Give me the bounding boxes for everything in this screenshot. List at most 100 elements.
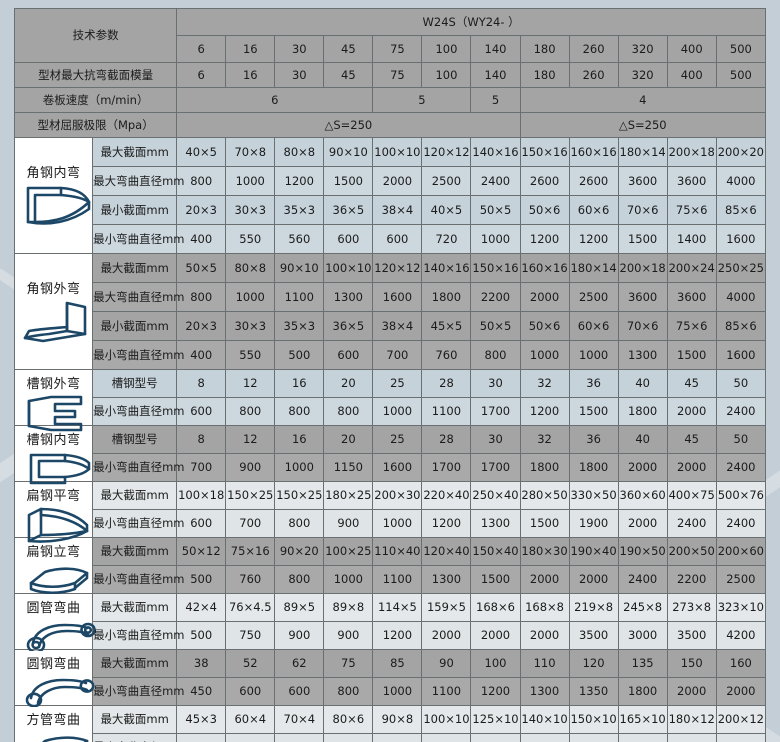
data-cell: 8 [176, 425, 227, 454]
header-param-row: 型材最大抗弯截面模量 6 16 30 45 75 100 140 180 260 320 400 500 [13, 62, 767, 88]
data-cell: 75×6 [666, 195, 717, 225]
data-cell: 38 [176, 649, 227, 678]
param-name-cell: 最大截面mm [92, 705, 178, 734]
data-cell: 2000 [372, 166, 423, 196]
data-cell: 70×4 [274, 705, 325, 734]
data-cell: 1000 [225, 282, 276, 312]
data-cell: 800 [274, 397, 325, 426]
data-cell: 38×4 [372, 195, 423, 225]
section-label-cell: 扁钢平弯 [13, 481, 94, 543]
data-cell: 1000 [519, 340, 570, 370]
section-label-cell: 槽钢外弯 [13, 369, 94, 432]
data-cell: 1000 [323, 565, 374, 594]
data-cell: 600 [176, 397, 227, 426]
table-row: 槽钢内弯 槽钢型号 8 12 16 20 25 28 30 32 36 40 45 50 [13, 425, 767, 485]
data-cell: 85 [372, 649, 423, 678]
angle-steel-inner-bend-icon [15, 182, 92, 228]
data-cell: 1500 [323, 166, 374, 196]
data-cell: 16 [274, 369, 325, 398]
data-cell: 450 [176, 677, 227, 706]
param-name-cell: 槽钢型号 [92, 425, 178, 454]
header-param-row: 型材屈服极限（Mpa） △S=250 △S=250 [13, 112, 767, 138]
data-cell: 1700 [470, 397, 521, 426]
data-cell: 1100 [421, 677, 472, 706]
data-cell: 1600 [372, 733, 423, 742]
data-cell: 550 [225, 340, 276, 370]
data-cell: 800 [176, 166, 227, 196]
data-cell: 1500 [519, 509, 570, 538]
data-cell: 25 [372, 369, 423, 398]
data-cell: 150×25 [274, 481, 325, 510]
data-cell: 75×16 [225, 537, 276, 566]
data-cell: 60×4 [225, 705, 276, 734]
data-cell: 1500 [666, 340, 717, 370]
data-cell: 245×8 [617, 593, 668, 622]
data-cell: 140×16 [470, 137, 521, 167]
section-label-cell: 扁钢立弯 [13, 537, 94, 595]
data-cell: 2600 [568, 166, 619, 196]
data-cell: 165×10 [617, 705, 668, 734]
data-cell: 45 [666, 425, 717, 454]
header-param-value: 140 [470, 62, 521, 88]
data-cell: 1000 [274, 453, 325, 482]
data-cell: 600 [323, 224, 374, 254]
data-cell: 1600 [715, 224, 767, 254]
data-cell: 200×20 [715, 137, 767, 167]
data-cell: 3600 [666, 166, 717, 196]
data-cell: 50 [715, 425, 767, 454]
param-name-cell: 最小弯曲直径mm [92, 509, 185, 538]
data-cell: 89×8 [323, 593, 374, 622]
table-row: 圆管弯曲 最大截面mm 42×4 76×4.5 89×5 89×8 114×5 159×5 16… [13, 593, 767, 652]
model-number-cell: 400 [666, 35, 717, 63]
data-cell: 2200 [666, 565, 717, 594]
param-name-cell: 最小弯曲直径mm [92, 397, 185, 426]
data-cell: 360×60 [617, 481, 668, 510]
table-row: 方管弯曲 最大截面mm 45×3 60×4 70×4 80×6 90×8 100×10 125×… [13, 705, 767, 742]
section-label-cell: 方管弯曲 [13, 705, 94, 742]
data-cell: 52 [225, 649, 276, 678]
header-param-row: 卷板速度（m/min） 6 5 5 4 [13, 87, 767, 113]
data-cell: 90 [421, 649, 472, 678]
data-cell: 273×8 [666, 593, 717, 622]
param-title-cell: 技术参数 [13, 8, 178, 63]
model-number-cell: 100 [421, 35, 472, 63]
data-cell: 2000 [519, 282, 570, 312]
data-cell: 76×4.5 [225, 593, 276, 622]
data-cell: 2400 [715, 509, 767, 538]
data-cell: 2400 [715, 397, 767, 426]
data-cell: 1200 [372, 621, 423, 650]
data-cell: 280×50 [519, 481, 570, 510]
data-cell: 200×60 [715, 537, 767, 566]
data-cell: 70×8 [225, 137, 276, 167]
data-cell: 2000 [421, 733, 472, 742]
table-row: 最小弯曲直径mm 600 800 800 800 1000 1100 1700 1200 1500… [15, 397, 767, 426]
data-cell: 16 [274, 425, 325, 454]
header-param-value: △S=250 [519, 112, 767, 138]
table-row: 最小弯曲直径mm 500 750 900 900 1200 2000 2000 2000 3500… [15, 621, 767, 650]
data-cell: 36 [568, 369, 619, 398]
flat-steel-edge-bend-icon [15, 561, 92, 595]
header-param-value: 4 [519, 87, 767, 113]
table-row: 扁钢平弯 最大截面mm 100×18 150×25 150×25 180×25 200×30… [13, 481, 767, 543]
data-cell: 1300 [421, 565, 472, 594]
data-cell: 90×10 [323, 137, 374, 167]
data-cell: 30×3 [225, 311, 276, 341]
data-cell: 1300 [323, 282, 374, 312]
section-name: 角钢外弯 [26, 281, 81, 297]
data-cell: 3600 [617, 282, 668, 312]
data-cell: 2500 [715, 565, 767, 594]
data-cell: 89×5 [274, 593, 325, 622]
table-row: 扁钢立弯 最大截面mm 50×12 75×16 90×20 100×25 110×40 120… [13, 537, 767, 595]
data-cell: 32 [519, 369, 570, 398]
data-cell: 3500 [666, 621, 717, 650]
data-cell: 700 [225, 509, 276, 538]
header-param-value: △S=250 [176, 112, 521, 138]
table-row: 角钢外弯 最大截面mm 50×5 80×8 90×10 100×10 120×12 140×1… [13, 253, 767, 370]
table-row: 最小弯曲直径mm 500 760 800 1000 1100 1300 1500 2000 200… [15, 565, 767, 594]
data-cell: 900 [323, 509, 374, 538]
data-cell: 800 [323, 397, 374, 426]
header-param-value: 6 [176, 62, 227, 88]
section-label-cell: 角钢内弯 [13, 137, 94, 254]
data-cell: 80×8 [274, 137, 325, 167]
